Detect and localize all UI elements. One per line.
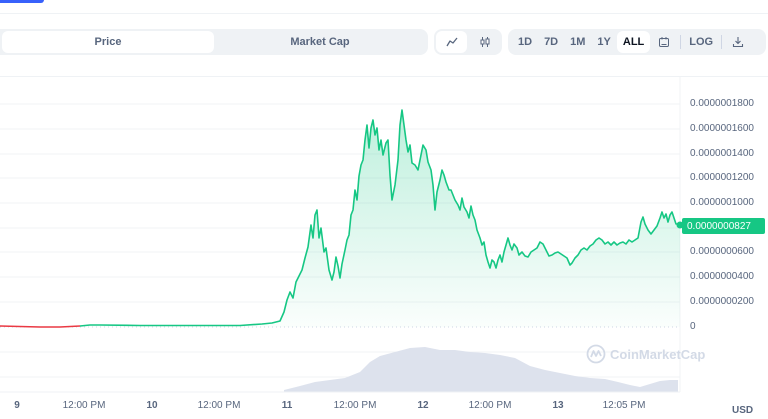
divider	[721, 35, 723, 49]
y-tick-label: 0.0000001800	[690, 98, 754, 109]
watermark: CoinMarketCap	[586, 344, 705, 364]
y-tick-label: 0.0000001400	[690, 148, 754, 159]
tab-price[interactable]: Price	[2, 31, 214, 53]
y-tick-label: 0.0000000600	[690, 246, 754, 257]
x-tick-label: 12:05 PM	[602, 400, 646, 411]
price-line	[79, 109, 681, 327]
range-1m-button[interactable]: 1M	[570, 36, 586, 48]
y-tick-label: 0.0000001000	[690, 197, 754, 208]
top-divider	[0, 13, 768, 14]
range-all-button[interactable]: ALL	[616, 31, 651, 53]
price-area-fill	[0, 110, 680, 327]
x-tick-label: 9	[14, 400, 20, 411]
chart-metric-tabs: Price Market Cap	[0, 29, 428, 55]
x-tick-label: 10	[146, 400, 158, 411]
y-tick-label: 0	[690, 321, 696, 332]
x-tick-label: 12:00 PM	[333, 400, 377, 411]
date-range-button[interactable]	[650, 31, 678, 53]
currency-label: USD	[732, 405, 754, 416]
divider	[680, 35, 682, 49]
range-1d-button[interactable]: 1D	[518, 36, 533, 48]
x-tick-label: 12	[417, 400, 429, 411]
price-chart-plot[interactable]	[0, 77, 768, 397]
range-1y-button[interactable]: 1Y	[597, 36, 611, 48]
tab-market-cap[interactable]: Market Cap	[290, 36, 350, 48]
line-chart-button[interactable]	[436, 31, 467, 53]
time-range-selector: 1D 7D 1M 1Y ALL LOG	[508, 29, 766, 55]
x-tick-label: 11	[281, 400, 293, 411]
y-tick-label: 0.0000001600	[690, 123, 754, 134]
y-tick-label: 0.0000000400	[690, 271, 754, 282]
x-tick-label: 12:00 PM	[62, 400, 106, 411]
candlestick-icon	[480, 37, 489, 47]
download-icon	[733, 37, 744, 48]
volume-bars	[284, 347, 678, 392]
line-chart-icon	[445, 37, 458, 47]
top-accent-bar	[0, 0, 44, 3]
calendar-icon	[659, 37, 670, 47]
log-scale-button[interactable]: LOG	[689, 36, 714, 48]
y-tick-label: 0.0000001200	[690, 172, 754, 183]
x-tick-label: 12:00 PM	[468, 400, 512, 411]
chart-type-toggle	[434, 29, 502, 55]
current-price-tag: 0.0000000827	[682, 218, 765, 234]
grid-lines	[0, 77, 681, 392]
price-line-down	[0, 325, 81, 328]
section-divider	[0, 76, 768, 77]
download-button[interactable]	[724, 31, 752, 53]
watermark-text: CoinMarketCap	[610, 346, 706, 362]
candlestick-chart-button[interactable]	[469, 31, 500, 53]
x-tick-label: 12:00 PM	[197, 400, 241, 411]
current-price-marker	[676, 221, 684, 229]
y-tick-label: 0.0000000200	[690, 296, 754, 307]
range-7d-button[interactable]: 7D	[544, 36, 559, 48]
x-tick-label: 13	[552, 400, 564, 411]
coinmarketcap-logo-icon	[586, 344, 606, 364]
